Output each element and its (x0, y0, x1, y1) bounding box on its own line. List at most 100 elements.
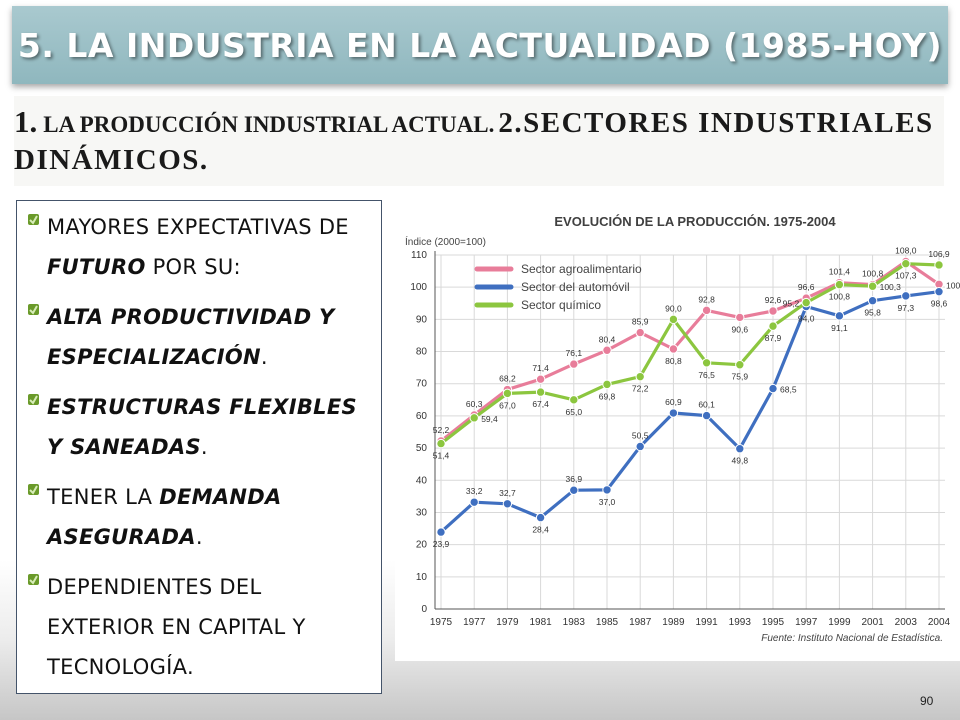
x-tick-label: 1987 (629, 617, 652, 628)
data-point (867, 295, 878, 306)
data-point (535, 387, 546, 397)
data-point (469, 497, 479, 507)
data-point (436, 527, 446, 537)
data-label: 100,3 (880, 282, 902, 292)
data-label: 95,8 (864, 308, 881, 318)
y-tick-label: 40 (416, 475, 428, 486)
data-label: 32,7 (499, 488, 516, 498)
y-axis-label: Índice (2000=100) (405, 235, 486, 248)
data-point (735, 444, 745, 454)
y-tick-label: 80 (416, 347, 428, 358)
data-point (502, 499, 513, 509)
data-point (768, 383, 778, 394)
data-label: 97,3 (898, 303, 915, 313)
data-point (436, 438, 446, 449)
data-label: 59,4 (481, 414, 498, 424)
series-line-1 (439, 290, 940, 534)
data-label: 101,4 (829, 267, 851, 277)
data-label: 60,3 (466, 399, 483, 409)
bullet-text: MAYORES EXPECTATIVAS DE FUTURO POR SU: (47, 215, 349, 279)
bullet-text: ESTRUCTURAS FLEXIBLES Y SANEADAS. (47, 395, 357, 459)
data-label: 92,6 (765, 295, 782, 305)
x-tick-label: 1989 (662, 617, 685, 628)
bullet-item-dependientes: DEPENDIENTES DEL EXTERIOR EN CAPITAL Y T… (27, 567, 375, 687)
y-tick-label: 110 (411, 250, 427, 261)
chart-source: Fuente: Instituto Nacional de Estadístic… (761, 633, 943, 644)
x-tick-label: 1975 (430, 617, 453, 628)
data-label: 75,9 (732, 372, 749, 382)
data-point (535, 374, 546, 384)
data-label: 94,0 (798, 313, 815, 323)
y-tick-label: 30 (416, 507, 428, 518)
data-label: 76,5 (698, 370, 715, 380)
data-label: 92,8 (698, 294, 715, 304)
legend-label: Sector químico (521, 298, 601, 312)
data-point (569, 359, 579, 369)
data-point (701, 305, 712, 316)
slide-subtitle: 1. LA PRODUCCIÓN INDUSTRIAL ACTUAL. 2.SECT… (14, 96, 944, 186)
data-point (569, 395, 579, 405)
series-line-0 (440, 259, 940, 443)
bullet-icon (28, 574, 39, 585)
x-tick-label: 1999 (828, 617, 851, 628)
x-tick-label: 1995 (762, 617, 785, 628)
bullet-list: MAYORES EXPECTATIVAS DE FUTURO POR SU: A… (16, 200, 382, 694)
bullet-icon (28, 394, 39, 405)
bullet-icon (28, 214, 39, 225)
x-tick-label: 2003 (895, 617, 918, 628)
subtitle-sectors: 2.SECTORES INDUSTRIALES (498, 107, 934, 139)
x-tick-label: 1991 (695, 617, 718, 628)
y-tick-label: 50 (416, 443, 428, 454)
data-label: 49,8 (732, 456, 749, 466)
data-point (602, 379, 612, 390)
data-label: 87,9 (765, 333, 782, 343)
chart-svg: EVOLUCIÓN DE LA PRODUCCIÓN. 1975-2004 Índ… (405, 214, 960, 644)
data-point (834, 279, 845, 290)
data-label: 60,1 (698, 400, 715, 410)
data-label: 71,4 (532, 363, 549, 373)
production-chart: EVOLUCIÓN DE LA PRODUCCIÓN. 1975-2004 Índ… (395, 199, 960, 661)
y-tick-label: 90 (416, 314, 428, 325)
data-point (735, 360, 745, 370)
legend-label: Sector agroalimentario (521, 262, 642, 276)
subtitle-line-1: 1. LA PRODUCCIÓN INDUSTRIAL ACTUAL. 2.SECT… (14, 104, 934, 140)
data-point (901, 291, 911, 301)
x-tick-label: 1997 (795, 617, 818, 628)
legend-label: Sector del automóvil (521, 280, 630, 294)
data-label: 65,0 (566, 407, 583, 417)
data-point (934, 286, 944, 297)
data-label: 80,4 (599, 334, 616, 344)
data-label: 67,0 (499, 400, 516, 410)
data-label: 100,8 (862, 269, 884, 279)
data-label: 106,9 (928, 249, 950, 259)
data-label: 36,9 (566, 474, 583, 484)
data-label: 28,4 (532, 525, 549, 535)
data-label: 80,8 (665, 356, 682, 366)
data-point (867, 281, 878, 291)
data-label: 37,0 (599, 497, 616, 507)
x-tick-label: 1979 (496, 617, 519, 628)
data-point (668, 344, 679, 354)
data-label: 98,6 (931, 299, 948, 309)
data-point (834, 311, 845, 321)
data-point (934, 260, 944, 270)
bullet-text: DEPENDIENTES DEL EXTERIOR EN CAPITAL Y T… (47, 575, 306, 679)
data-label: 108,0 (895, 245, 917, 255)
title-bar: 5. LA INDUSTRIA EN LA ACTUALIDAD (1985-H… (12, 6, 948, 84)
bullet-text: TENER LA DEMANDA ASEGURADA. (47, 485, 282, 549)
bullet-item-demanda: TENER LA DEMANDA ASEGURADA. (27, 477, 375, 557)
data-label: 90,6 (732, 324, 749, 334)
data-label: 67,4 (532, 399, 549, 409)
slide-title: 5. LA INDUSTRIA EN LA ACTUALIDAD (1985-H… (17, 25, 943, 65)
data-point (602, 345, 612, 355)
bullet-text: ALTA PRODUCTIVIDAD Y ESPECIALIZACIÓN. (47, 305, 335, 369)
data-label: 51,4 (433, 451, 450, 461)
data-label: 95,2 (783, 299, 800, 309)
data-point (668, 408, 679, 418)
bullet-icon (28, 304, 39, 315)
data-label: 72,2 (632, 384, 649, 394)
data-point (801, 297, 811, 308)
data-point (668, 314, 679, 325)
data-point (735, 312, 745, 323)
data-label: 69,8 (599, 391, 616, 401)
